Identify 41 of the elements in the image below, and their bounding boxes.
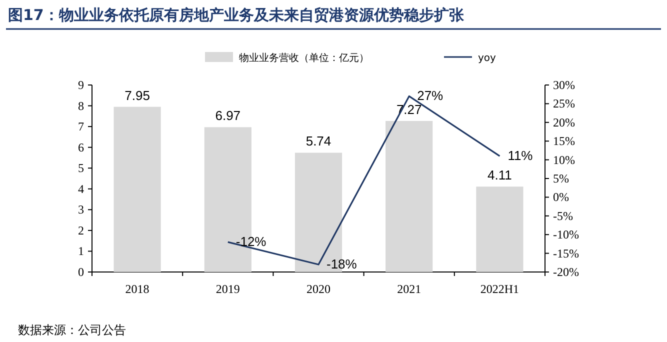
y2-tick-label: 15% bbox=[553, 134, 575, 148]
y2-tick-label: 25% bbox=[553, 96, 575, 111]
y-tick-label: 7 bbox=[78, 120, 84, 134]
text: 7.95 bbox=[124, 88, 150, 103]
text: 11% bbox=[508, 148, 533, 164]
bar bbox=[114, 106, 161, 272]
y-tick-label: 0 bbox=[78, 265, 84, 279]
x-tick-label: 2018 bbox=[125, 282, 150, 296]
text: 27% bbox=[417, 88, 444, 104]
y2-tick-label: -10% bbox=[553, 228, 579, 242]
y-tick-label: 8 bbox=[78, 98, 84, 113]
legend-label: 物业业务营收（单位：亿元） bbox=[239, 52, 369, 64]
y-tick-label: 4 bbox=[78, 182, 84, 196]
y2-tick-label: 30% bbox=[553, 78, 575, 92]
text: -18% bbox=[326, 256, 357, 272]
bar bbox=[386, 120, 433, 272]
y-tick-label: 5 bbox=[78, 161, 84, 176]
chart-title: 图17：物业业务依托原有房地产业务及未来自贸港资源优势稳步扩张 bbox=[8, 6, 465, 24]
y2-tick-label: 5% bbox=[553, 172, 569, 186]
y2-tick-label: 20% bbox=[553, 115, 575, 130]
y2-tick-label: 10% bbox=[553, 152, 575, 167]
bar bbox=[476, 186, 524, 272]
y2-tick-label: 0% bbox=[553, 190, 569, 204]
y2-tick-label: -15% bbox=[553, 246, 579, 260]
y-tick-label: 6 bbox=[78, 140, 84, 154]
y-tick-label: 3 bbox=[78, 202, 84, 217]
x-tick-label: 2021 bbox=[397, 282, 422, 296]
text: -12% bbox=[236, 234, 266, 250]
x-tick-label: 2020 bbox=[306, 282, 330, 296]
text: 5.74 bbox=[306, 134, 332, 149]
legend-label: yoy bbox=[478, 53, 496, 64]
text: 6.97 bbox=[215, 108, 241, 124]
x-tick-label: 2022H1 bbox=[480, 282, 520, 296]
x-tick-label: 2019 bbox=[216, 282, 240, 296]
y2-tick-label: -5% bbox=[553, 208, 573, 223]
y-tick-label: 2 bbox=[78, 223, 84, 238]
text: 4.11 bbox=[488, 168, 512, 183]
y2-tick-label: -20% bbox=[553, 265, 579, 279]
y-tick-label: 1 bbox=[78, 244, 84, 258]
y-tick-label: 9 bbox=[78, 78, 84, 92]
source-note: 数据来源：公司公告 bbox=[18, 323, 126, 337]
